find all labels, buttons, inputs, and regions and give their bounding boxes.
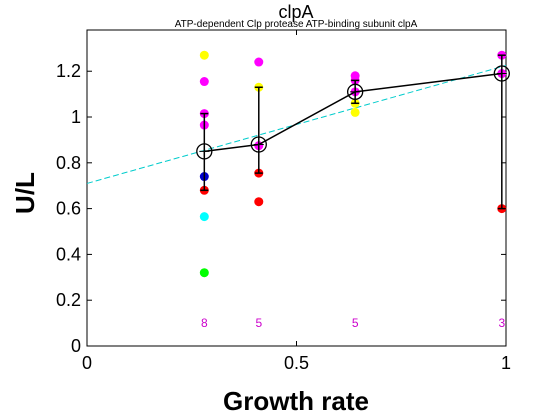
chart-title: clpA: [278, 2, 313, 22]
y-tick-label: 0.2: [56, 290, 81, 310]
data-point: [350, 107, 360, 117]
data-point: [199, 268, 209, 278]
y-tick-label: 0.8: [56, 153, 81, 173]
data-point: [199, 77, 209, 87]
y-tick-label: 1.2: [56, 61, 81, 81]
mean-line: [204, 72, 502, 153]
sample-count-label: 3: [498, 316, 505, 330]
mean-marker: [196, 143, 213, 160]
sample-count-label: 8: [201, 316, 208, 330]
x-tick-label: 1: [501, 353, 511, 373]
data-point: [199, 212, 209, 222]
y-tick-label: 0.6: [56, 199, 81, 219]
data-point: [254, 57, 264, 67]
y-tick-label: 1: [71, 107, 81, 127]
x-axis-label: Growth rate: [223, 386, 369, 416]
mean-marker: [250, 136, 267, 153]
sample-count-label: 5: [255, 316, 262, 330]
y-tick-label: 0.4: [56, 244, 81, 264]
y-tick-label: 0: [71, 336, 81, 356]
x-tick-label: 0: [82, 353, 92, 373]
mean-marker: [347, 83, 364, 100]
data-point: [199, 50, 209, 60]
x-tick-label: 0.5: [284, 353, 309, 373]
y-axis-label: U/L: [10, 172, 40, 214]
plot-area: 0 0.2 0.4 0.6 0.8 1 1.2 0 0.5 1 8 5 5 3: [56, 29, 511, 373]
mean-marker: [493, 65, 510, 82]
sample-count-label: 5: [352, 316, 359, 330]
chart-subtitle: ATP-dependent Clp protease ATP-binding s…: [175, 19, 418, 30]
data-point: [254, 197, 264, 207]
